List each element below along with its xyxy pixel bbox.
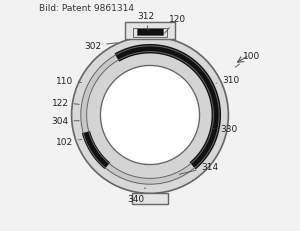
Circle shape: [100, 66, 200, 165]
Text: 312: 312: [137, 12, 154, 31]
Text: 100: 100: [235, 51, 260, 68]
Circle shape: [87, 53, 213, 178]
Polygon shape: [82, 131, 110, 169]
Text: 340: 340: [128, 188, 146, 203]
Text: 110: 110: [56, 77, 82, 85]
Bar: [132, 194, 168, 205]
Text: 102: 102: [56, 137, 82, 146]
Circle shape: [72, 37, 228, 194]
Text: 302: 302: [84, 42, 117, 51]
Text: 314: 314: [179, 163, 218, 175]
Polygon shape: [115, 45, 221, 170]
Text: 330: 330: [213, 125, 237, 134]
Text: 310: 310: [216, 76, 239, 84]
Circle shape: [81, 47, 219, 184]
Text: 120: 120: [164, 15, 186, 34]
Circle shape: [100, 66, 200, 165]
Bar: [133, 29, 167, 38]
Text: 122: 122: [52, 98, 79, 107]
Text: Bild: Patent 9861314: Bild: Patent 9861314: [39, 4, 134, 13]
Text: 304: 304: [52, 117, 79, 126]
Bar: [137, 29, 163, 36]
Bar: [124, 22, 176, 40]
